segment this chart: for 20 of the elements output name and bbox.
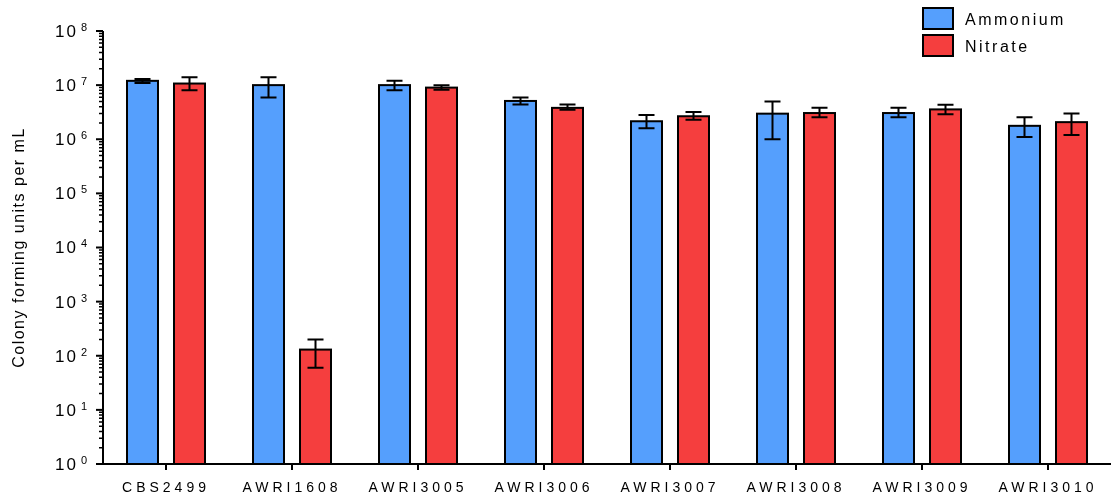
y-tick-label: 10$^{7}$: [54, 75, 89, 96]
y-tick-label: 10$^{4}$: [54, 237, 89, 258]
x-tick-label: AWRI3005: [368, 479, 468, 495]
x-tick-label: AWRI3010: [998, 479, 1098, 495]
x-tick-label: AWRI1608: [242, 479, 342, 495]
x-tick-label: AWRI3007: [620, 479, 720, 495]
x-tick-label: AWRI3009: [872, 479, 972, 495]
y-tick-label: 10$^{1}$: [54, 399, 89, 420]
y-axis-title: Colony forming units per mL: [10, 127, 27, 368]
x-tick-label: AWRI3006: [494, 479, 594, 495]
y-tick-label: 10$^{8}$: [54, 20, 89, 41]
x-tick-label: AWRI3008: [746, 479, 846, 495]
y-tick-label: 10$^{2}$: [54, 345, 89, 366]
legend-label: Ammonium: [965, 10, 1066, 28]
y-tick-label: 10$^{3}$: [54, 291, 89, 312]
x-tick-label: CBS2499: [122, 479, 210, 495]
legend-label: Nitrate: [965, 37, 1030, 55]
y-tick-label: 10$^{0}$: [54, 453, 89, 474]
y-tick-label: 10$^{6}$: [54, 129, 89, 150]
y-tick-label: 10$^{5}$: [54, 183, 89, 204]
